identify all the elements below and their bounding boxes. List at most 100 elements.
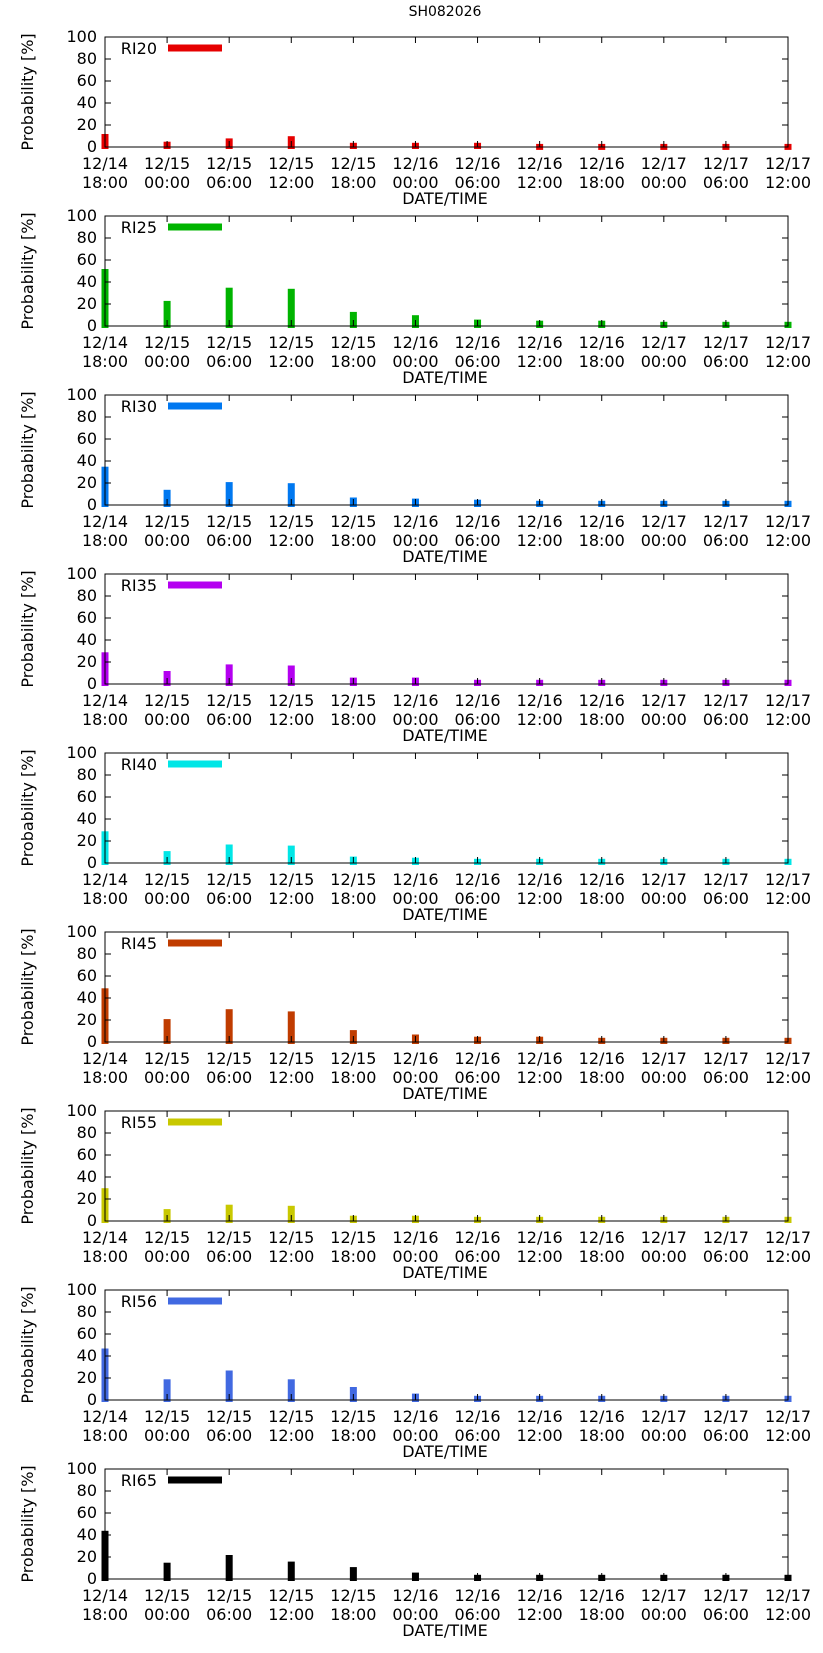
x-tick-label: 12/16 00:00: [392, 1586, 438, 1624]
x-tick-date: 12/15: [330, 154, 376, 173]
y-tick-label: 0: [87, 495, 97, 514]
x-tick-label: 12/16 00:00: [392, 333, 438, 371]
x-tick-time: 18:00: [82, 352, 128, 371]
x-tick-time: 00:00: [144, 173, 190, 192]
x-tick-date: 12/16: [579, 154, 625, 173]
y-tick-label: 20: [77, 652, 97, 671]
y-tick-label: 100: [66, 743, 97, 762]
legend-label: RI20: [121, 39, 157, 58]
x-tick-date: 12/17: [765, 1049, 811, 1068]
x-tick-date: 12/17: [641, 333, 687, 352]
bar: [225, 844, 233, 865]
x-axis-label: DATE/TIME: [402, 1442, 487, 1461]
x-tick-time: 18:00: [579, 889, 625, 908]
x-tick-label: 12/16 12:00: [517, 1407, 563, 1445]
y-tick-label: 100: [66, 206, 97, 225]
x-tick-date: 12/17: [703, 870, 749, 889]
x-tick-label: 12/17 12:00: [765, 333, 811, 371]
x-tick-time: 12:00: [517, 1605, 563, 1624]
x-tick-time: 00:00: [392, 352, 438, 371]
x-tick-label: 12/15 00:00: [144, 154, 190, 192]
y-tick-label: 20: [77, 115, 97, 134]
x-tick-time: 06:00: [454, 352, 500, 371]
y-axis-label: Probability [%]: [18, 928, 37, 1045]
x-tick-date: 12/15: [144, 512, 190, 531]
x-tick-date: 12/14: [82, 1228, 128, 1247]
x-tick-time: 06:00: [206, 1068, 252, 1087]
x-tick-date: 12/16: [392, 691, 438, 710]
y-tick-label: 60: [77, 966, 97, 985]
x-tick-label: 12/14 18:00: [82, 333, 128, 371]
x-tick-date: 12/15: [330, 1049, 376, 1068]
x-tick-time: 06:00: [454, 889, 500, 908]
x-tick-label: 12/14 18:00: [82, 1228, 128, 1266]
x-tick-label: 12/14 18:00: [82, 154, 128, 192]
x-tick-label: 12/17 00:00: [641, 512, 687, 550]
legend-label: RI35: [121, 576, 157, 595]
y-tick-label: 100: [66, 1280, 97, 1299]
x-tick-time: 18:00: [82, 1068, 128, 1087]
x-tick-label: 12/15 00:00: [144, 333, 190, 371]
bar: [287, 845, 295, 865]
y-tick-label: 80: [77, 228, 97, 247]
x-tick-date: 12/15: [144, 1049, 190, 1068]
x-tick-time: 12:00: [517, 710, 563, 729]
x-tick-time: 06:00: [703, 1426, 749, 1445]
legend-label: RI40: [121, 755, 157, 774]
x-tick-time: 00:00: [641, 352, 687, 371]
x-tick-date: 12/17: [703, 1049, 749, 1068]
x-tick-time: 18:00: [330, 352, 376, 371]
y-tick-label: 0: [87, 1032, 97, 1051]
bar: [287, 288, 295, 328]
page-title: SH082026: [409, 4, 482, 20]
x-tick-date: 12/17: [765, 1407, 811, 1426]
y-tick-label: 20: [77, 473, 97, 492]
x-tick-label: 12/15 06:00: [206, 1049, 252, 1087]
x-tick-label: 12/15 12:00: [268, 333, 314, 371]
x-tick-time: 18:00: [82, 173, 128, 192]
x-tick-label: 12/15 12:00: [268, 1228, 314, 1266]
x-tick-time: 00:00: [144, 889, 190, 908]
x-tick-label: 12/16 18:00: [579, 333, 625, 371]
x-tick-date: 12/16: [517, 1586, 563, 1605]
x-tick-time: 00:00: [641, 710, 687, 729]
x-tick-date: 12/15: [144, 333, 190, 352]
x-tick-date: 12/17: [641, 154, 687, 173]
y-tick-label: 0: [87, 674, 97, 693]
x-tick-time: 06:00: [206, 173, 252, 192]
bar: [287, 1205, 295, 1223]
x-tick-date: 12/15: [268, 691, 314, 710]
bar: [287, 483, 295, 507]
x-tick-label: 12/15 00:00: [144, 1049, 190, 1087]
x-tick-time: 00:00: [641, 1605, 687, 1624]
x-tick-time: 12:00: [765, 710, 811, 729]
x-tick-label: 12/16 12:00: [517, 691, 563, 729]
x-tick-time: 18:00: [579, 173, 625, 192]
x-tick-label: 12/16 06:00: [454, 870, 500, 908]
bar: [163, 489, 171, 507]
plot-frame: [104, 36, 789, 148]
x-tick-time: 18:00: [330, 710, 376, 729]
x-tick-time: 00:00: [144, 710, 190, 729]
x-tick-date: 12/15: [206, 512, 252, 531]
x-tick-time: 06:00: [703, 173, 749, 192]
x-tick-time: 06:00: [703, 710, 749, 729]
x-tick-date: 12/15: [206, 691, 252, 710]
x-tick-date: 12/15: [206, 1586, 252, 1605]
x-tick-date: 12/15: [330, 1228, 376, 1247]
x-tick-label: 12/16 18:00: [579, 691, 625, 729]
x-tick-date: 12/16: [392, 333, 438, 352]
plot-frame: [104, 1110, 789, 1222]
x-tick-date: 12/14: [82, 1586, 128, 1605]
y-tick-label: 40: [77, 272, 97, 291]
x-tick-label: 12/16 18:00: [579, 154, 625, 192]
x-tick-label: 12/17 00:00: [641, 870, 687, 908]
x-tick-date: 12/15: [144, 691, 190, 710]
x-tick-label: 12/16 06:00: [454, 333, 500, 371]
